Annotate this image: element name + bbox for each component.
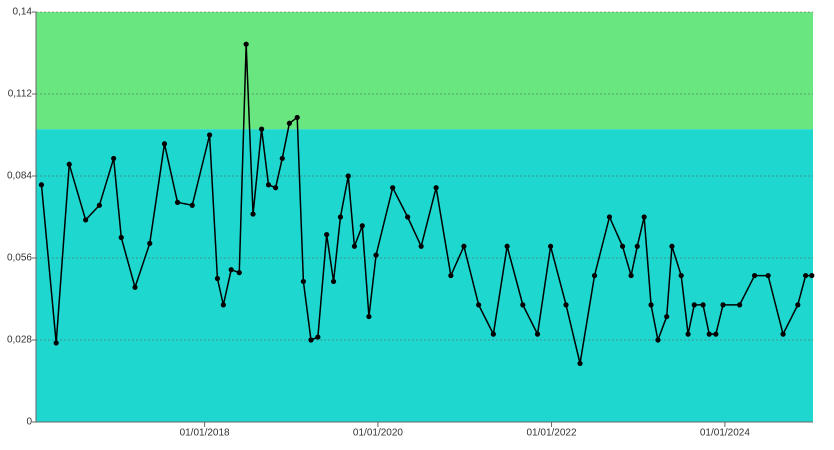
point [448,272,454,279]
point [258,126,265,132]
point [405,214,411,220]
point [337,214,344,220]
y-tick-label: 0,084 [7,171,32,182]
point [206,132,213,138]
point [563,302,569,308]
point [308,337,314,343]
point [780,331,786,337]
point [795,302,801,308]
y-tick-label: 0 [26,417,32,428]
point [53,340,59,346]
point [228,267,234,273]
point [664,313,670,320]
point [118,234,124,241]
point [351,243,358,249]
point [330,278,337,285]
point [737,302,743,308]
point [433,185,439,191]
point [809,272,815,279]
point [324,231,330,238]
y-tick-label: 0,112 [8,89,33,100]
point [273,185,279,191]
point [641,214,647,220]
point [418,243,424,249]
point [751,272,758,279]
point [373,252,379,258]
point [591,272,598,279]
point [214,275,221,282]
point [634,243,640,249]
point [243,41,249,47]
point [803,272,809,279]
point [366,313,372,320]
point [161,141,168,147]
point [390,185,396,191]
point [96,202,103,208]
band [36,12,813,130]
point [765,272,771,279]
point [534,331,541,337]
point [265,182,272,188]
point [38,182,45,188]
point [189,202,195,208]
point [713,331,719,337]
point [359,223,365,229]
point [279,155,285,162]
point [691,302,697,308]
point [315,334,321,340]
point [655,337,661,343]
point [706,331,712,337]
point [147,240,153,246]
point [286,120,292,126]
point [520,302,526,308]
x-tick-label: 01/01/2018 [180,428,230,439]
point [294,114,300,121]
point [476,302,482,308]
y-tick-label: 0,056 [7,253,32,264]
point [619,243,626,249]
point [628,272,634,279]
y-tick-label: 0,14 [13,7,33,18]
point [547,243,554,249]
point [66,161,72,167]
line [40,44,812,364]
point [669,243,675,249]
x-tick-label: 01/01/2022 [527,428,577,439]
point [720,302,726,308]
point [250,211,256,217]
point [648,302,654,308]
point [504,243,510,249]
band [36,129,813,422]
point [700,302,706,308]
x-tick-label: 01/01/2024 [700,428,750,439]
point [111,155,117,162]
point [490,331,496,337]
point [83,217,89,223]
y-tick-label: 0,028 [7,335,32,346]
point [345,173,351,179]
point [174,199,181,205]
point [606,214,613,220]
point [685,331,691,337]
point [132,284,138,290]
point [236,270,242,276]
point [577,360,583,367]
point [300,278,306,285]
point [220,302,226,308]
point [678,272,684,279]
point [461,243,467,249]
x-tick-label: 01/01/2020 [353,428,403,439]
